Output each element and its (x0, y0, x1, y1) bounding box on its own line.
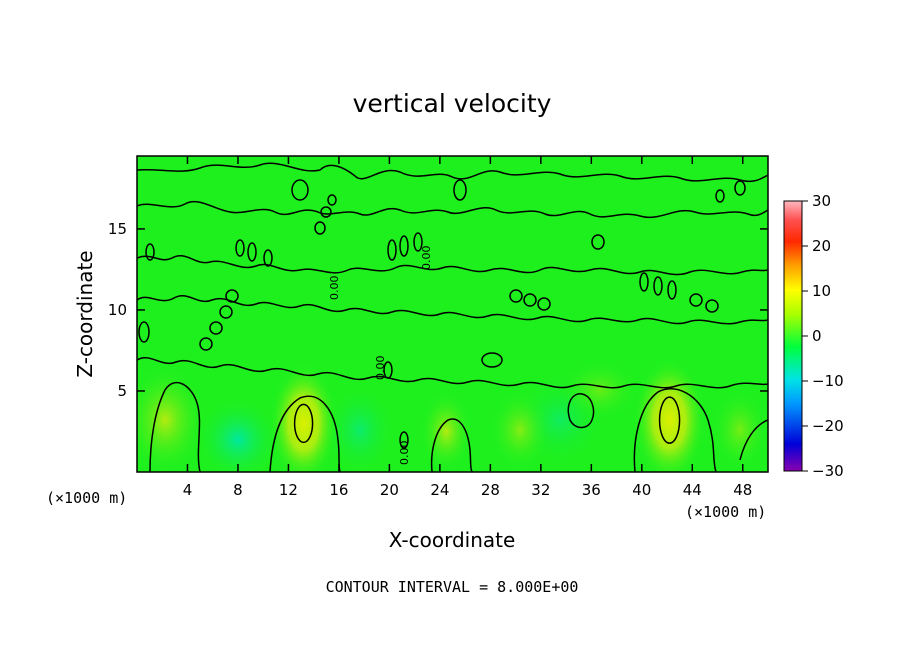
contour-cell (689, 293, 703, 307)
contour-cell (219, 305, 233, 319)
contour-cell (481, 352, 503, 368)
contour-cell (509, 289, 523, 303)
colorbar-scale (783, 200, 803, 472)
colorbar-tick-label: 0 (812, 327, 822, 345)
contour-value-label: 0.00 (328, 276, 341, 301)
x-tick-label: 24 (430, 481, 449, 499)
x-tick-label: 44 (683, 481, 702, 499)
contour-cell (387, 239, 397, 261)
colorbar-ticks: 30 20 10 0 −10 −20 −30 (802, 192, 844, 480)
contour-zero (149, 381, 201, 472)
contour-cell (734, 180, 746, 196)
contour-plus8 (658, 396, 681, 444)
contour-cell (320, 206, 332, 218)
contour-cell (413, 232, 423, 252)
contour-cell (247, 242, 257, 262)
colorbar-tick-label: −20 (812, 417, 844, 435)
contour-cell (453, 179, 467, 201)
y-tick-label: 10 (108, 301, 127, 319)
y-axis: 5 10 15 (108, 220, 768, 400)
x-axis-title: X-coordinate (389, 528, 516, 552)
updraft-core (269, 363, 338, 472)
contour-cell (314, 221, 326, 235)
contour-cell (235, 239, 245, 257)
contour-cell (715, 189, 725, 203)
contour-zero (269, 395, 341, 472)
contour-cell (327, 194, 337, 206)
contour-cell (209, 321, 223, 335)
y-tick-label: 5 (117, 382, 127, 400)
x-tick-label: 16 (329, 481, 348, 499)
contour-interval-note: CONTOUR INTERVAL = 8.000E+00 (326, 578, 579, 596)
contour-zero (430, 418, 473, 472)
contour-zero (567, 393, 595, 429)
contour-zero (739, 419, 768, 461)
x-tick-label: 8 (233, 481, 243, 499)
contour-plus8 (293, 403, 314, 444)
contour-cell (138, 321, 150, 343)
colorbar-tick-label: 20 (812, 237, 831, 255)
colorbar-tick-label: 10 (812, 282, 831, 300)
contour-cell (263, 249, 273, 267)
colorbar-tick-label: 30 (812, 192, 831, 210)
contour-cell (591, 234, 605, 250)
contour-value-label: 0.00 (374, 356, 387, 381)
contour-cell (291, 179, 309, 201)
contour-cell (523, 293, 537, 307)
field-patch (325, 385, 395, 472)
x-tick-label: 12 (279, 481, 298, 499)
contour-zero (137, 255, 768, 276)
contour-zero (137, 295, 768, 325)
y-tick-label: 15 (108, 220, 127, 238)
downdraft-area (195, 397, 280, 472)
chart-title: vertical velocity (353, 89, 552, 118)
x-tick-label: 28 (481, 481, 500, 499)
contour-cell (653, 276, 663, 296)
contour-cell (537, 297, 551, 311)
x-unit-label-left: (×1000 m) (46, 489, 127, 507)
colorbar-tick-label: −30 (812, 462, 844, 480)
contour-cell (225, 289, 239, 303)
contour-cell (199, 337, 213, 351)
x-tick-label: 20 (380, 481, 399, 499)
x-axis: 4 8 12 16 20 24 28 32 36 40 44 48 (183, 156, 752, 499)
x-tick-label: 4 (183, 481, 193, 499)
field-patch (490, 390, 550, 470)
x-tick-label: 36 (582, 481, 601, 499)
x-unit-label-right: (×1000 m) (685, 503, 766, 521)
plot-area: 0.00 0.00 0.00 0.00 4 8 12 16 20 24 28 32 36 40 44… (108, 155, 769, 499)
contour-zero (633, 387, 717, 472)
updraft-core (633, 358, 706, 472)
contour-cell (399, 235, 409, 257)
contour-cell (639, 272, 649, 292)
contour-zero (137, 357, 768, 389)
contour-cell (383, 361, 393, 379)
colorbar-tick-label: −10 (812, 372, 844, 390)
weak-updraft-area (420, 391, 473, 472)
contour-lines (137, 162, 768, 472)
field-patch (560, 360, 640, 420)
y-axis-title: Z-coordinate (73, 250, 97, 377)
contour-cell (705, 299, 719, 313)
x-tick-label: 40 (632, 481, 651, 499)
contour-cell (399, 431, 409, 449)
contour-zero (137, 200, 768, 219)
contour-cell (145, 243, 155, 261)
contour-value-label: 0.00 (420, 246, 433, 271)
field-patch (712, 390, 768, 470)
contour-value-label: 0.00 (398, 441, 411, 466)
x-tick-label: 48 (733, 481, 752, 499)
x-tick-label: 32 (531, 481, 550, 499)
field-patch (137, 365, 205, 472)
contour-cell (667, 280, 677, 300)
plot-frame (136, 155, 769, 473)
contour-zero (137, 162, 768, 183)
colorbar: 30 20 10 0 −10 −20 −30 (783, 192, 844, 480)
